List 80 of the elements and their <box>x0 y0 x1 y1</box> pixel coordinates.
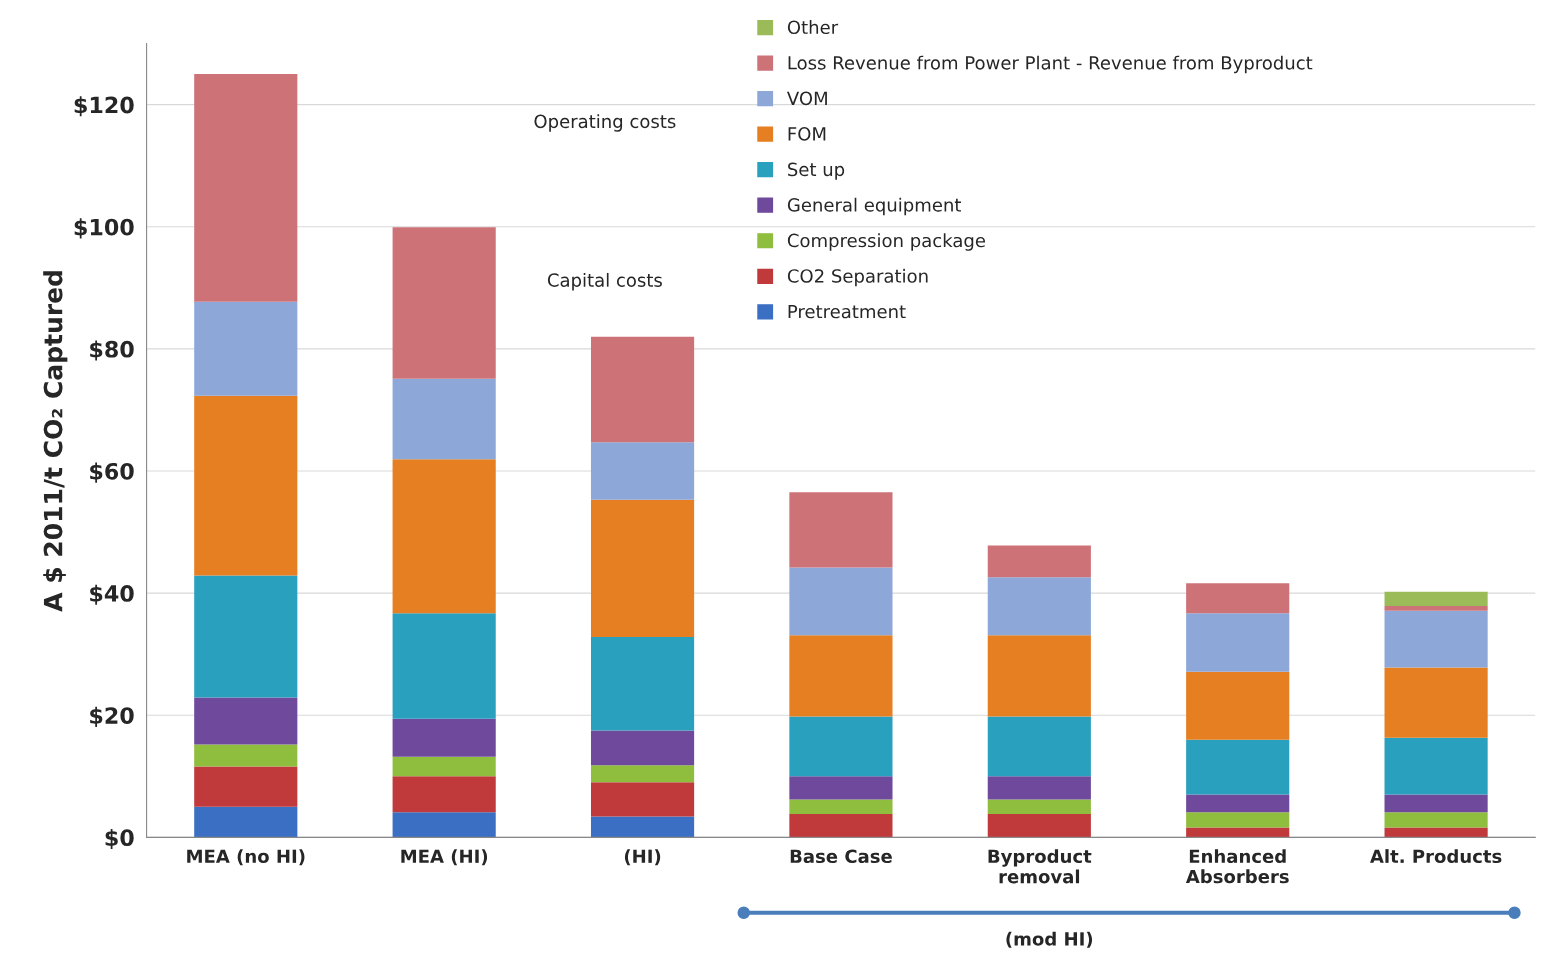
x-tick-label: MEA (no HI) <box>187 849 305 866</box>
x-tick-label: Enhanced Absorbers <box>1185 849 1289 884</box>
bar <box>1186 794 1290 813</box>
bar <box>987 545 1091 578</box>
y-tick-label: $80 <box>90 340 134 361</box>
legend-label: Pretreatment <box>788 304 906 319</box>
bar <box>590 816 695 838</box>
legend-label: VOM <box>786 91 827 106</box>
bar <box>392 378 496 460</box>
y-tick-label: $40 <box>90 584 134 605</box>
bar <box>789 492 893 568</box>
bar <box>194 74 298 302</box>
bar <box>590 336 695 443</box>
bar <box>789 799 893 815</box>
bar <box>789 716 893 777</box>
legend-label: Other <box>787 20 839 35</box>
bar <box>194 395 298 576</box>
bar <box>392 812 496 838</box>
legend-label: General equipment <box>787 197 962 216</box>
bar <box>789 635 893 717</box>
y-tick-label: $60 <box>90 462 134 483</box>
bar <box>987 716 1091 777</box>
bar <box>590 730 695 766</box>
y-tick-label: $100 <box>74 218 134 239</box>
bar <box>1384 737 1488 795</box>
bar <box>590 499 695 638</box>
bar <box>987 577 1091 636</box>
bar <box>194 697 298 745</box>
bar <box>987 799 1091 815</box>
bar <box>789 814 893 838</box>
bar <box>987 635 1091 717</box>
annotation: Capital costs <box>547 272 662 291</box>
bar <box>194 575 298 698</box>
bar <box>392 227 496 379</box>
bar <box>789 567 893 636</box>
bar <box>987 814 1091 838</box>
x-tick-label: MEA (HI) <box>401 849 488 866</box>
y-tick-label: $0 <box>105 828 134 850</box>
annotation: Operating costs <box>534 114 676 132</box>
bar <box>1186 583 1290 614</box>
bar <box>1384 591 1488 606</box>
bar <box>1384 610 1488 668</box>
legend-label: Set up <box>788 162 845 180</box>
bar <box>590 765 695 783</box>
x-tick-label: Base Case <box>790 849 892 864</box>
legend-label: Compression package <box>787 233 986 251</box>
bar <box>1384 812 1488 828</box>
legend-label: FOM <box>788 127 826 141</box>
y-tick-label: $120 <box>74 96 134 117</box>
legend-label: Loss Revenue from Power Plant - Revenue from Byproduct <box>788 55 1313 74</box>
bar <box>392 756 496 777</box>
y-tick-label: $20 <box>90 706 134 727</box>
bar <box>392 776 496 813</box>
bar <box>1384 667 1488 738</box>
bar <box>392 459 496 614</box>
bar <box>194 806 298 838</box>
bar <box>1384 605 1488 611</box>
x-tick-label: (HI) <box>624 849 661 866</box>
bar <box>1186 812 1290 828</box>
bar <box>590 442 695 500</box>
bar <box>194 301 298 396</box>
bar <box>1384 794 1488 813</box>
legend-label: CO2 Separation <box>787 268 928 287</box>
text: (mod HI) <box>1006 931 1093 948</box>
bar <box>1186 739 1290 795</box>
bar <box>590 782 695 817</box>
bar <box>1186 827 1290 838</box>
bar <box>392 613 496 719</box>
y-axis-title: A $ 2011/t CO₂ Captured <box>43 271 68 612</box>
bar <box>1186 671 1290 740</box>
bar <box>590 637 695 731</box>
bar <box>1384 827 1488 838</box>
bar <box>194 766 298 807</box>
x-tick-label: Byproduct removal <box>988 849 1092 884</box>
bar <box>789 776 893 800</box>
bar <box>194 744 298 767</box>
x-tick-label: Alt. Products <box>1370 849 1502 864</box>
bar <box>392 718 496 757</box>
bar <box>987 776 1091 800</box>
bar <box>1186 613 1290 672</box>
